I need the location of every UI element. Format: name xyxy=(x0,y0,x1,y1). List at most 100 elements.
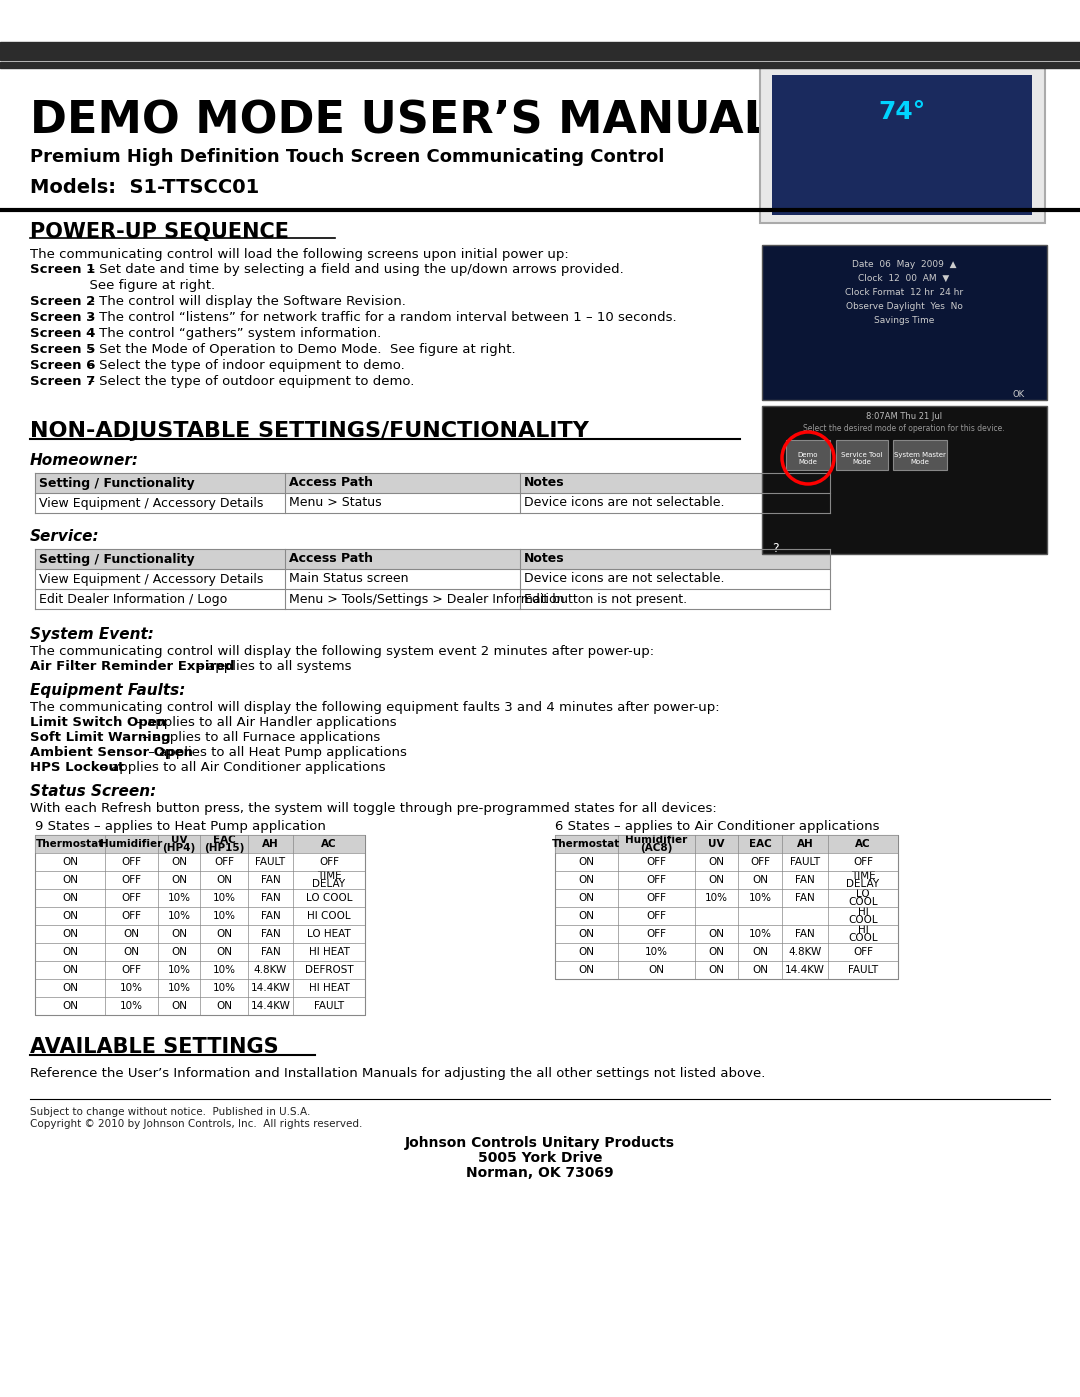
Bar xyxy=(760,68,1045,224)
Text: ON: ON xyxy=(216,1002,232,1011)
Text: Setting / Functionality: Setting / Functionality xyxy=(39,476,194,489)
Text: ON: ON xyxy=(62,856,78,868)
Text: ON: ON xyxy=(62,947,78,957)
Text: OFF: OFF xyxy=(647,911,666,921)
Text: Humidifier: Humidifier xyxy=(100,840,163,849)
Text: OFF: OFF xyxy=(121,911,141,921)
Text: FAULT: FAULT xyxy=(789,856,820,868)
Text: FAN: FAN xyxy=(795,893,815,902)
Text: 14.4KW: 14.4KW xyxy=(251,1002,291,1011)
Bar xyxy=(786,440,831,469)
Text: 6 States – applies to Air Conditioner applications: 6 States – applies to Air Conditioner ap… xyxy=(555,820,879,833)
Text: ON: ON xyxy=(708,875,725,886)
Text: ?: ? xyxy=(772,542,779,555)
Text: AC: AC xyxy=(855,840,870,849)
Text: ON: ON xyxy=(62,929,78,939)
Text: 10%: 10% xyxy=(213,965,235,975)
Text: Limit Switch Open: Limit Switch Open xyxy=(30,717,166,729)
Text: ON: ON xyxy=(752,947,768,957)
Text: ON: ON xyxy=(123,947,139,957)
Bar xyxy=(35,549,831,569)
Text: HI: HI xyxy=(858,907,868,916)
Text: Subject to change without notice.  Published in U.S.A.: Subject to change without notice. Publis… xyxy=(30,1106,310,1118)
Text: 8:07AM Thu 21 Jul: 8:07AM Thu 21 Jul xyxy=(866,412,942,420)
Bar xyxy=(35,835,365,1016)
Text: OFF: OFF xyxy=(214,856,234,868)
Text: 4.8KW: 4.8KW xyxy=(788,947,822,957)
Text: Reference the User’s Information and Installation Manuals for adjusting the all : Reference the User’s Information and Ins… xyxy=(30,1067,766,1080)
Text: OFF: OFF xyxy=(750,856,770,868)
Text: DELAY: DELAY xyxy=(312,879,346,888)
Text: OFF: OFF xyxy=(647,929,666,939)
Bar xyxy=(555,835,897,979)
Text: HPS Lockout: HPS Lockout xyxy=(30,761,124,774)
Text: FAULT: FAULT xyxy=(314,1002,345,1011)
Text: LO COOL: LO COOL xyxy=(306,893,352,902)
Bar xyxy=(0,61,1080,68)
Text: OFF: OFF xyxy=(647,856,666,868)
Text: Homeowner:: Homeowner: xyxy=(30,453,139,468)
Text: View Equipment / Accessory Details: View Equipment / Accessory Details xyxy=(39,573,264,585)
Text: – applies to all Furnace applications: – applies to all Furnace applications xyxy=(138,731,380,745)
Text: Thermostat: Thermostat xyxy=(552,840,621,849)
Text: Clock Format  12 hr  24 hr: Clock Format 12 hr 24 hr xyxy=(845,288,963,298)
Text: ON: ON xyxy=(62,965,78,975)
Text: HI COOL: HI COOL xyxy=(307,911,351,921)
Bar xyxy=(893,440,947,469)
Text: Norman, OK 73069: Norman, OK 73069 xyxy=(467,1166,613,1180)
Text: Thermostat: Thermostat xyxy=(36,840,104,849)
Text: 10%: 10% xyxy=(167,893,190,902)
Text: 10%: 10% xyxy=(213,983,235,993)
Text: ON: ON xyxy=(579,947,594,957)
Text: Edit button is not present.: Edit button is not present. xyxy=(524,592,687,605)
Text: ON: ON xyxy=(62,1002,78,1011)
Text: EAC: EAC xyxy=(748,840,771,849)
Text: Screen 1: Screen 1 xyxy=(30,263,95,277)
Text: System Event:: System Event: xyxy=(30,627,153,643)
Text: FAN: FAN xyxy=(795,929,815,939)
Text: Device icons are not selectable.: Device icons are not selectable. xyxy=(524,496,725,510)
Text: 10%: 10% xyxy=(645,947,669,957)
Text: Screen 6: Screen 6 xyxy=(30,359,95,372)
Text: COOL: COOL xyxy=(848,933,878,943)
Text: With each Refresh button press, the system will toggle through pre-programmed st: With each Refresh button press, the syst… xyxy=(30,802,717,814)
Text: Clock  12  00  AM  ▼: Clock 12 00 AM ▼ xyxy=(859,274,949,284)
Text: Screen 5: Screen 5 xyxy=(30,344,95,356)
Text: The communicating control will load the following screens upon initial power up:: The communicating control will load the … xyxy=(30,249,569,261)
Text: ON: ON xyxy=(579,856,594,868)
Text: ON: ON xyxy=(171,875,187,886)
Text: Ambient Sensor Open: Ambient Sensor Open xyxy=(30,746,193,759)
Text: ON: ON xyxy=(171,856,187,868)
Text: – The control “listens” for network traffic for a random interval between 1 – 10: – The control “listens” for network traf… xyxy=(84,312,677,324)
Text: Service:: Service: xyxy=(30,529,99,543)
Text: – applies to all Air Handler applications: – applies to all Air Handler application… xyxy=(132,717,396,729)
Text: 10%: 10% xyxy=(167,911,190,921)
Text: NON-ADJUSTABLE SETTINGS/FUNCTIONALITY: NON-ADJUSTABLE SETTINGS/FUNCTIONALITY xyxy=(30,420,589,441)
Text: Access Path: Access Path xyxy=(289,552,373,566)
Text: DEFROST: DEFROST xyxy=(305,965,353,975)
Text: OFF: OFF xyxy=(121,856,141,868)
Text: ON: ON xyxy=(708,965,725,975)
Text: OFF: OFF xyxy=(647,875,666,886)
Text: Menu > Status: Menu > Status xyxy=(289,496,381,510)
Bar xyxy=(555,835,897,854)
Text: ON: ON xyxy=(648,965,664,975)
Text: – applies to all Air Conditioner applications: – applies to all Air Conditioner applica… xyxy=(96,761,386,774)
Text: ON: ON xyxy=(752,965,768,975)
Text: View Equipment / Accessory Details: View Equipment / Accessory Details xyxy=(39,496,264,510)
Text: FAN: FAN xyxy=(260,911,281,921)
Text: Screen 2: Screen 2 xyxy=(30,295,95,307)
Text: AC: AC xyxy=(321,840,337,849)
Text: FAULT: FAULT xyxy=(256,856,285,868)
Text: UV: UV xyxy=(171,835,187,845)
Text: – Select the type of indoor equipment to demo.: – Select the type of indoor equipment to… xyxy=(84,359,405,372)
Text: Date  06  May  2009  ▲: Date 06 May 2009 ▲ xyxy=(852,260,956,270)
Text: ON: ON xyxy=(62,893,78,902)
Text: – Select the type of outdoor equipment to demo.: – Select the type of outdoor equipment t… xyxy=(84,374,415,388)
Text: POWER-UP SEQUENCE: POWER-UP SEQUENCE xyxy=(30,222,289,242)
Text: ON: ON xyxy=(708,856,725,868)
Text: Copyright © 2010 by Johnson Controls, Inc.  All rights reserved.: Copyright © 2010 by Johnson Controls, In… xyxy=(30,1119,363,1129)
Bar xyxy=(772,75,1032,215)
Text: ON: ON xyxy=(62,911,78,921)
Text: – The control will display the Software Revision.: – The control will display the Software … xyxy=(84,295,406,307)
